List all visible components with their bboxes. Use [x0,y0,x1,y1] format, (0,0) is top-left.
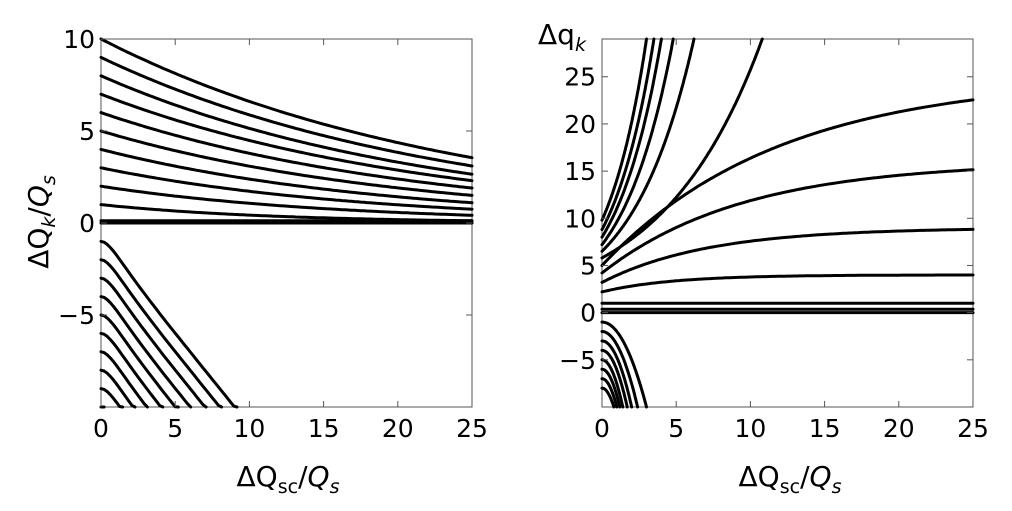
left-lower-branch [99,295,193,409]
right-lower-branch [600,320,648,409]
right-saturating-branch [600,98,975,267]
x-tick-label: 25 [957,414,989,443]
y-tick-label: −5 [559,346,596,375]
left-y-axis-label: ΔQk/Qs [22,175,60,269]
x-tick-label: 0 [594,414,610,443]
left-upper-branch [99,184,474,217]
left-upper-branch [99,37,474,160]
right-saturating-branch [600,227,975,284]
left-lower-branch [99,368,137,409]
right-ticks: 0 5 10 15 20 25 −5 0 5 10 15 20 25 [559,39,989,443]
left-upper-branch [99,74,474,176]
right-saturating-branch [600,273,975,294]
y-tick-label: −5 [58,301,95,330]
left-upper-branch [99,92,474,183]
left-upper-branch [99,147,474,205]
right-steep-branch [600,37,696,253]
x-tick-label: 20 [883,414,915,443]
right-steep-branch [600,37,764,260]
right-curves [600,37,975,409]
y-tick-label: 25 [564,63,596,92]
x-tick-label: 5 [167,414,183,443]
x-tick-label: 10 [233,414,265,443]
left-curves [99,37,474,409]
right-lower-branch [600,386,616,409]
y-tick-label: 15 [564,157,596,186]
right-saturating-branch [600,168,975,275]
left-lower-branch [99,313,180,409]
right-lower-branch [600,348,629,409]
y-tick-label: 10 [63,25,95,54]
right-lower-branch [600,339,634,409]
y-tick-label: 0 [580,299,596,328]
left-lower-branch [99,258,224,409]
x-tick-label: 20 [382,414,414,443]
left-lower-branch [99,387,125,409]
right-steep-branch [600,37,675,247]
right-lower-branch [600,367,622,409]
left-upper-branch [99,129,474,197]
right-y-axis-label: Δqk [538,18,587,56]
left-upper-branch [99,55,474,168]
x-tick-label: 15 [809,414,841,443]
right-steep-branch [600,37,663,239]
y-tick-label: 5 [580,251,596,280]
y-tick-label: 10 [564,204,596,233]
x-tick-label: 5 [668,414,684,443]
x-tick-label: 15 [308,414,340,443]
left-x-axis-label: ΔQsc/Qs [237,460,340,498]
x-tick-label: 10 [734,414,766,443]
left-upper-branch [99,111,474,190]
right-lower-branch [600,330,640,409]
left-lower-branch [99,350,149,409]
left-lower-branch [99,276,208,409]
left-ticks: 0 5 10 15 20 25 −5 0 5 10 [58,25,488,443]
x-tick-label: 25 [456,414,488,443]
left-panel: 0 5 10 15 20 25 −5 0 5 10 ΔQk/Qs ΔQsc/Qs [22,25,488,498]
right-x-axis-label: ΔQsc/Qs [739,460,842,498]
right-steep-branch [600,37,648,222]
left-lower-branch [99,331,165,409]
x-tick-label: 0 [93,414,109,443]
right-lower-branch [600,377,619,409]
y-tick-label: 5 [79,117,95,146]
left-lower-branch [99,239,239,409]
y-tick-label: 20 [564,110,596,139]
right-steep-branch [600,37,656,232]
y-tick-label: 0 [79,209,95,238]
left-upper-branch [99,166,474,211]
right-lower-branch [600,358,625,409]
right-panel: 0 5 10 15 20 25 −5 0 5 10 15 20 25 Δqk ΔQsc/Qs [538,18,989,498]
right-plot-frame [601,38,974,408]
